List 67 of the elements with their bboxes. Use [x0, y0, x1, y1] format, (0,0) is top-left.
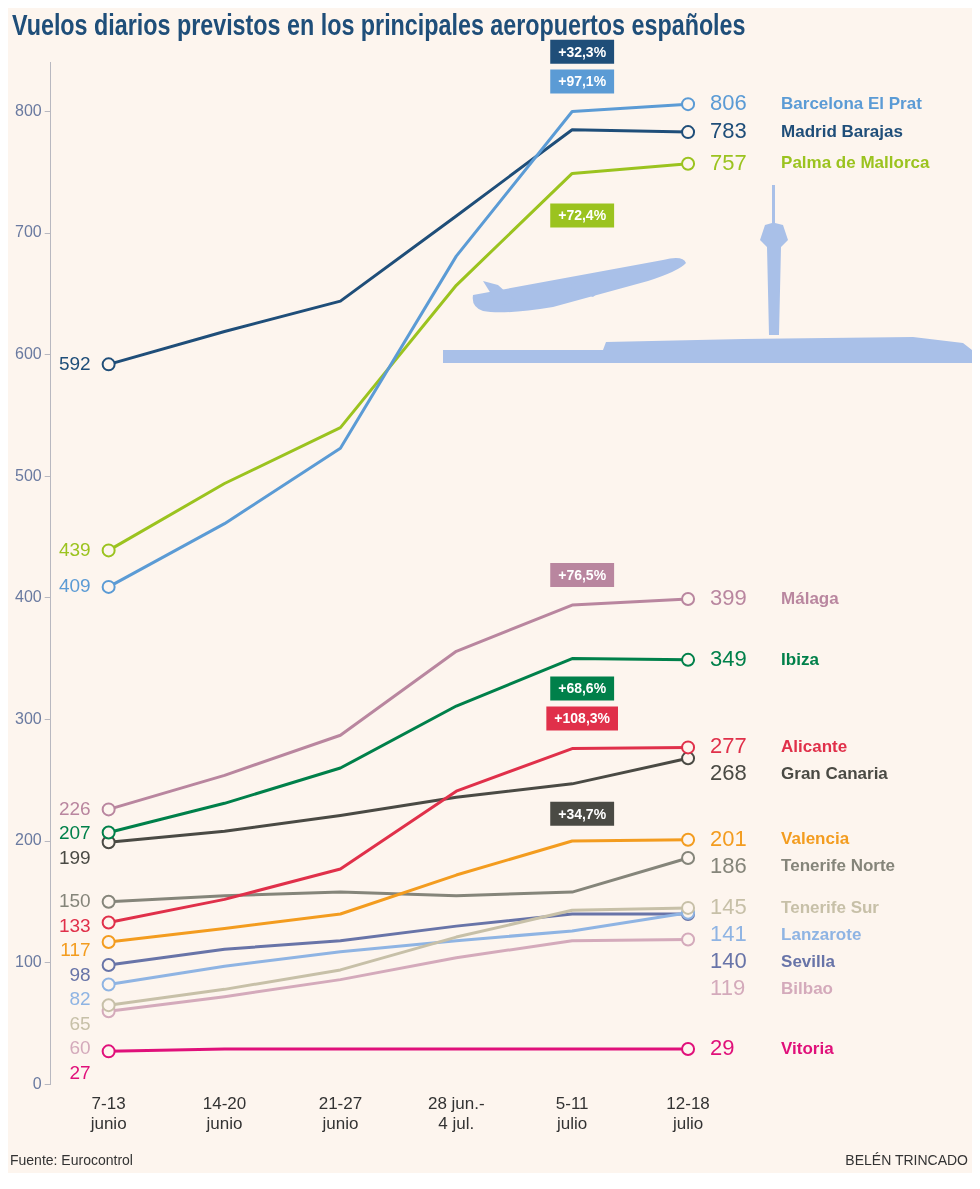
y-tick-label: 600 [14, 345, 42, 363]
text: Sevilla [781, 951, 836, 971]
text: Gran Canaria [781, 764, 889, 784]
data-label: 60 [69, 1037, 91, 1059]
data-label: 806 [710, 90, 747, 116]
text: Vitoria [781, 1038, 835, 1058]
data-label: 27 [69, 1061, 91, 1083]
data-label: 150 [58, 890, 91, 912]
text: Alicante [781, 737, 848, 757]
annotation: +76,5% [558, 566, 607, 583]
data-label: 226 [58, 797, 91, 819]
text: Lanzarote [781, 924, 862, 944]
data-label: 133 [58, 914, 91, 936]
text: +32,3% [558, 43, 607, 60]
data-label: 439 [58, 538, 91, 560]
text: Madrid Barajas [781, 121, 903, 141]
data-label: 592 [58, 352, 91, 374]
y-tick-label: 400 [14, 588, 42, 606]
data-label: 119 [710, 974, 746, 1000]
y-tick-label: 500 [14, 466, 42, 484]
y-tick-label: 300 [14, 709, 42, 727]
data-label: 399 [710, 585, 747, 611]
data-label: 757 [710, 149, 747, 175]
annotation: +72,4% [558, 207, 607, 224]
x-tick-label: 21-27 junio [318, 1094, 363, 1134]
data-label: 65 [69, 1012, 91, 1034]
data-label: 29 [710, 1035, 735, 1060]
text: Málaga [781, 588, 840, 608]
text: BELÉN TRINCADO [845, 1151, 969, 1168]
chart-title: Vuelos diarios previstos en los principales aeropuertos españoles [12, 8, 746, 43]
annotation: +68,6% [558, 680, 607, 697]
data-label: 186 [710, 852, 747, 878]
text: Tenerife Norte [781, 856, 896, 876]
data-label: 277 [710, 733, 747, 759]
annotation: +34,7% [558, 805, 607, 822]
data-label: 783 [710, 118, 747, 144]
data-label: 145 [710, 893, 747, 919]
data-label: 141 [710, 920, 747, 946]
text: Barcelona El Prat [781, 93, 923, 113]
text: Valencia [781, 829, 850, 849]
text: Bilbao [781, 978, 834, 998]
x-tick-label: 12-18 julio [666, 1094, 710, 1134]
text: Ibiza [781, 649, 820, 669]
data-label: 268 [710, 760, 747, 786]
annotation: +108,3% [554, 710, 611, 727]
annotation: +97,1% [558, 73, 607, 90]
data-label: 201 [710, 825, 747, 851]
data-label: 82 [69, 988, 91, 1010]
data-label: 140 [710, 947, 747, 973]
x-tick-label: 5-11 julio [555, 1094, 589, 1134]
data-label: 409 [58, 575, 91, 597]
data-label: 98 [69, 963, 91, 985]
source-note: Fuente: Eurocontrol [10, 1151, 133, 1168]
data-label: 199 [58, 846, 91, 868]
y-tick-label: 0 [32, 1074, 42, 1092]
data-label: 117 [60, 939, 91, 961]
y-tick-label: 100 [14, 953, 42, 971]
text: Tenerife Sur [781, 897, 880, 917]
text: Palma de Mallorca [781, 153, 930, 173]
data-label: 349 [710, 645, 747, 671]
y-tick-label: 700 [14, 223, 42, 241]
data-label: 207 [58, 822, 91, 844]
x-tick-label: 28 jun.- 4 jul. [427, 1094, 485, 1134]
y-tick-label: 800 [14, 101, 42, 119]
x-tick-label: 14-20 junio [202, 1094, 247, 1134]
x-tick-label: 7-13 junio [89, 1094, 127, 1134]
y-tick-label: 200 [14, 831, 42, 849]
